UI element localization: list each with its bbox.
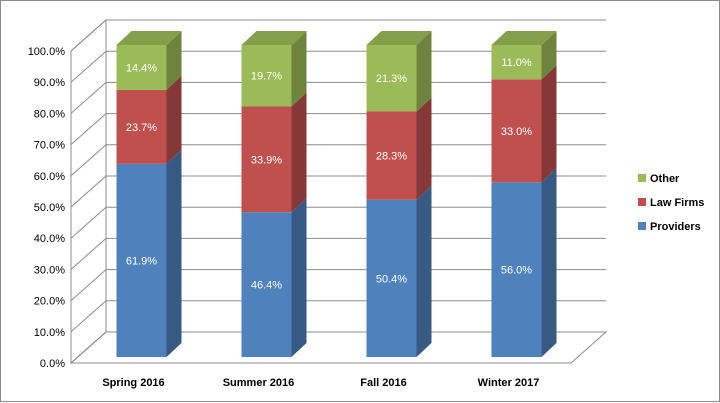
gridline-side bbox=[70, 175, 107, 208]
data-label: 61.9% bbox=[126, 255, 157, 267]
gridline-side bbox=[70, 206, 107, 239]
bar-top bbox=[366, 31, 432, 45]
y-tick-label: 40.0% bbox=[34, 233, 65, 245]
data-label: 33.0% bbox=[501, 126, 532, 138]
bar-front bbox=[116, 163, 167, 357]
bar-front bbox=[491, 79, 542, 183]
gridline-side bbox=[70, 269, 107, 301]
y-tick-label: 10.0% bbox=[34, 327, 65, 339]
gridline-side bbox=[70, 113, 107, 145]
bar-front bbox=[116, 45, 167, 90]
y-tick-label: 80.0% bbox=[34, 108, 65, 120]
bar-side bbox=[416, 97, 432, 200]
data-label: 28.3% bbox=[376, 151, 407, 163]
x-axis-labels: Spring 2016 Summer 2016 Fall 2016 Winter 20… bbox=[102, 377, 539, 389]
legend-swatch bbox=[638, 222, 646, 230]
legend-swatch bbox=[638, 198, 646, 206]
y-tick-label: 90.0% bbox=[34, 77, 65, 89]
bar-side bbox=[291, 92, 307, 213]
x-tick-label: Spring 2016 bbox=[102, 377, 164, 389]
bar-side bbox=[416, 185, 432, 357]
data-label: 11.0% bbox=[501, 57, 532, 69]
legend: Other Law Firms Providers bbox=[638, 173, 704, 233]
bar-front bbox=[241, 45, 292, 107]
bar-side bbox=[166, 31, 182, 90]
data-label: 46.4% bbox=[251, 280, 282, 292]
bar-front bbox=[366, 199, 417, 357]
bar-segment-other: 14.4% bbox=[116, 31, 182, 90]
y-tick-label: 50.0% bbox=[34, 202, 65, 214]
x-tick-label: Summer 2016 bbox=[223, 377, 295, 389]
bar-front bbox=[241, 106, 292, 213]
data-label: 23.7% bbox=[126, 122, 157, 134]
gridline-side bbox=[70, 238, 107, 270]
legend-label: Law Firms bbox=[650, 197, 704, 209]
bar-side bbox=[291, 198, 307, 357]
bar-segment-other: 19.7% bbox=[241, 31, 307, 107]
bar-side bbox=[291, 31, 307, 107]
bar-front bbox=[491, 45, 542, 80]
x-tick-label: Winter 2017 bbox=[478, 377, 540, 389]
bar-front bbox=[491, 182, 542, 357]
x-tick-label: Fall 2016 bbox=[360, 377, 406, 389]
y-tick-label: 30.0% bbox=[34, 264, 65, 276]
bar-segment-providers: 46.4% bbox=[241, 198, 307, 357]
gridline-side bbox=[70, 19, 107, 52]
bar-front bbox=[241, 212, 292, 357]
bar-segment-providers: 56.0% bbox=[491, 168, 557, 357]
bar-side bbox=[541, 168, 557, 357]
gridline-side bbox=[70, 331, 107, 364]
gridline-side bbox=[70, 144, 107, 177]
legend-swatch bbox=[638, 174, 646, 182]
bar-segment-providers: 50.4% bbox=[366, 185, 432, 357]
gridline-side bbox=[70, 300, 107, 333]
bar-side bbox=[166, 149, 182, 357]
legend-label: Other bbox=[650, 173, 680, 185]
y-tick-label: 20.0% bbox=[34, 296, 65, 308]
bar-segment-law-firms: 23.7% bbox=[116, 75, 182, 164]
data-label: 14.4% bbox=[126, 62, 157, 74]
bar-front bbox=[366, 45, 417, 112]
data-label: 50.4% bbox=[376, 273, 407, 285]
gridline-side bbox=[70, 50, 107, 83]
legend-label: Providers bbox=[650, 221, 701, 233]
y-tick-label: 100.0% bbox=[28, 46, 66, 58]
bar-front bbox=[116, 89, 167, 164]
bar-top bbox=[491, 31, 557, 45]
bar-side bbox=[541, 31, 557, 80]
bar-side bbox=[416, 31, 432, 112]
bar-segment-law-firms: 28.3% bbox=[366, 97, 432, 200]
y-tick-label: 70.0% bbox=[34, 140, 65, 152]
bar-segment-other: 11.0% bbox=[491, 31, 557, 80]
bar-segment-other: 21.3% bbox=[366, 31, 432, 112]
bar-segment-law-firms: 33.0% bbox=[491, 65, 557, 183]
bar-segment-providers: 61.9% bbox=[116, 149, 182, 357]
bar-front bbox=[366, 111, 417, 200]
bar-top bbox=[241, 31, 307, 45]
y-tick-label: 0.0% bbox=[40, 358, 65, 370]
bar-side bbox=[166, 75, 182, 164]
bar-side bbox=[541, 65, 557, 183]
data-label: 21.3% bbox=[376, 73, 407, 85]
y-axis-ticks: 0.0% 10.0% 20.0% 30.0% 40.0% 50.0% 60.0% 70.0% 8… bbox=[28, 46, 66, 370]
data-label: 33.9% bbox=[251, 154, 282, 166]
data-label: 19.7% bbox=[251, 71, 282, 83]
bars: 61.9% 23.7% 14.4% 46.4% 33.9% 19.7% 50.4% 28.3%… bbox=[116, 31, 557, 357]
data-label: 56.0% bbox=[501, 265, 532, 277]
y-tick-label: 60.0% bbox=[34, 171, 65, 183]
gridline-side bbox=[70, 82, 107, 114]
bar-top bbox=[116, 31, 182, 45]
bar-segment-law-firms: 33.9% bbox=[241, 92, 307, 213]
